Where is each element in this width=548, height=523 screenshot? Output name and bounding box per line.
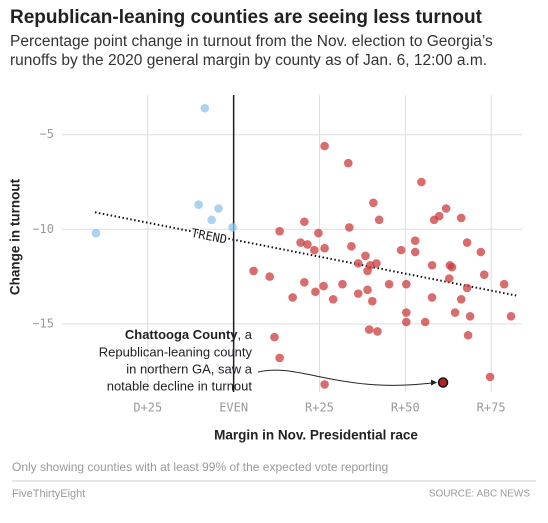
- point: [374, 215, 384, 225]
- annotation: Republican-leaning county: [99, 344, 253, 359]
- point: [319, 281, 328, 291]
- point: [270, 332, 279, 342]
- point: [345, 223, 354, 232]
- point: [328, 295, 338, 304]
- brand: FiveThirtyEight: [12, 488, 85, 500]
- y-tick-label: −10: [32, 222, 54, 236]
- point: [194, 200, 203, 210]
- point: [300, 277, 309, 287]
- source: SOURCE: ABC NEWS: [429, 489, 530, 500]
- y-tick-label: −15: [32, 316, 54, 330]
- point: [506, 312, 516, 321]
- point: [353, 259, 363, 268]
- point: [265, 272, 274, 281]
- point: [427, 260, 437, 270]
- point: [410, 247, 420, 257]
- point: [228, 223, 237, 232]
- point: [320, 380, 329, 389]
- point: [450, 308, 460, 317]
- point: [465, 312, 475, 321]
- point: [369, 198, 378, 208]
- point: [402, 317, 411, 327]
- chart-title: Republican-leaning counties are seeing l…: [10, 7, 483, 28]
- point: [476, 247, 486, 257]
- point: [296, 238, 305, 247]
- point: [444, 274, 454, 283]
- point: [200, 103, 210, 113]
- subtitle: runoffs by the 2020 general margin by co…: [10, 52, 487, 69]
- x-axis-label: Margin in Nov. Presidential race: [214, 428, 418, 443]
- point: [499, 279, 509, 289]
- point: [311, 287, 320, 297]
- point: [300, 217, 309, 227]
- point: [320, 141, 329, 151]
- annotation: in northern GA, saw a: [126, 361, 252, 376]
- point: [363, 266, 372, 276]
- point: [441, 204, 451, 213]
- y-axis-label: Change in turnout: [8, 178, 23, 295]
- annotation-arrow: [257, 369, 437, 386]
- point: [353, 289, 363, 298]
- point: [463, 330, 473, 340]
- subtitle: Percentage point change in turnout from …: [10, 33, 493, 50]
- point: [249, 266, 258, 276]
- point: [420, 317, 430, 327]
- point: [207, 215, 216, 225]
- point: [372, 259, 381, 268]
- point: [275, 226, 284, 236]
- point: [363, 285, 372, 295]
- highlight-point: [437, 377, 449, 388]
- x-tick-label: R+25: [305, 401, 334, 415]
- point: [338, 279, 347, 289]
- point: [447, 262, 457, 272]
- point: [310, 245, 319, 255]
- point: [364, 325, 374, 334]
- point: [456, 295, 466, 304]
- point: [91, 228, 101, 238]
- point: [373, 327, 382, 336]
- arrow-head: [431, 379, 438, 386]
- point: [275, 353, 284, 363]
- point: [462, 283, 472, 293]
- annotation-bold: Chattooga County: [125, 327, 238, 342]
- point: [347, 242, 356, 251]
- point: [479, 270, 489, 280]
- point: [427, 293, 437, 302]
- point: [343, 158, 353, 168]
- point: [456, 213, 466, 223]
- point: [410, 236, 420, 245]
- point: [417, 177, 426, 187]
- point: [396, 245, 406, 255]
- point: [384, 279, 394, 289]
- point: [303, 240, 312, 249]
- x-tick-label: D+25: [133, 401, 162, 415]
- note: Only showing counties with at least 99% …: [12, 460, 388, 474]
- point: [320, 243, 329, 253]
- point: [288, 293, 297, 302]
- point: [434, 211, 444, 221]
- point: [314, 228, 323, 238]
- annotation-text: , a: [238, 327, 253, 342]
- point: [462, 238, 472, 247]
- point: [361, 251, 370, 261]
- point: [402, 308, 411, 317]
- point: [214, 204, 223, 213]
- x-tick-label: R+50: [391, 401, 420, 415]
- y-tick-label: −5: [40, 127, 54, 141]
- annotation: Chattooga County, a: [125, 327, 253, 342]
- x-tick-label: EVEN: [219, 401, 248, 415]
- annotation: notable decline in turnout: [107, 378, 253, 393]
- point: [485, 372, 495, 382]
- x-tick-label: R+75: [477, 401, 506, 415]
- point: [368, 296, 377, 306]
- point: [402, 279, 411, 289]
